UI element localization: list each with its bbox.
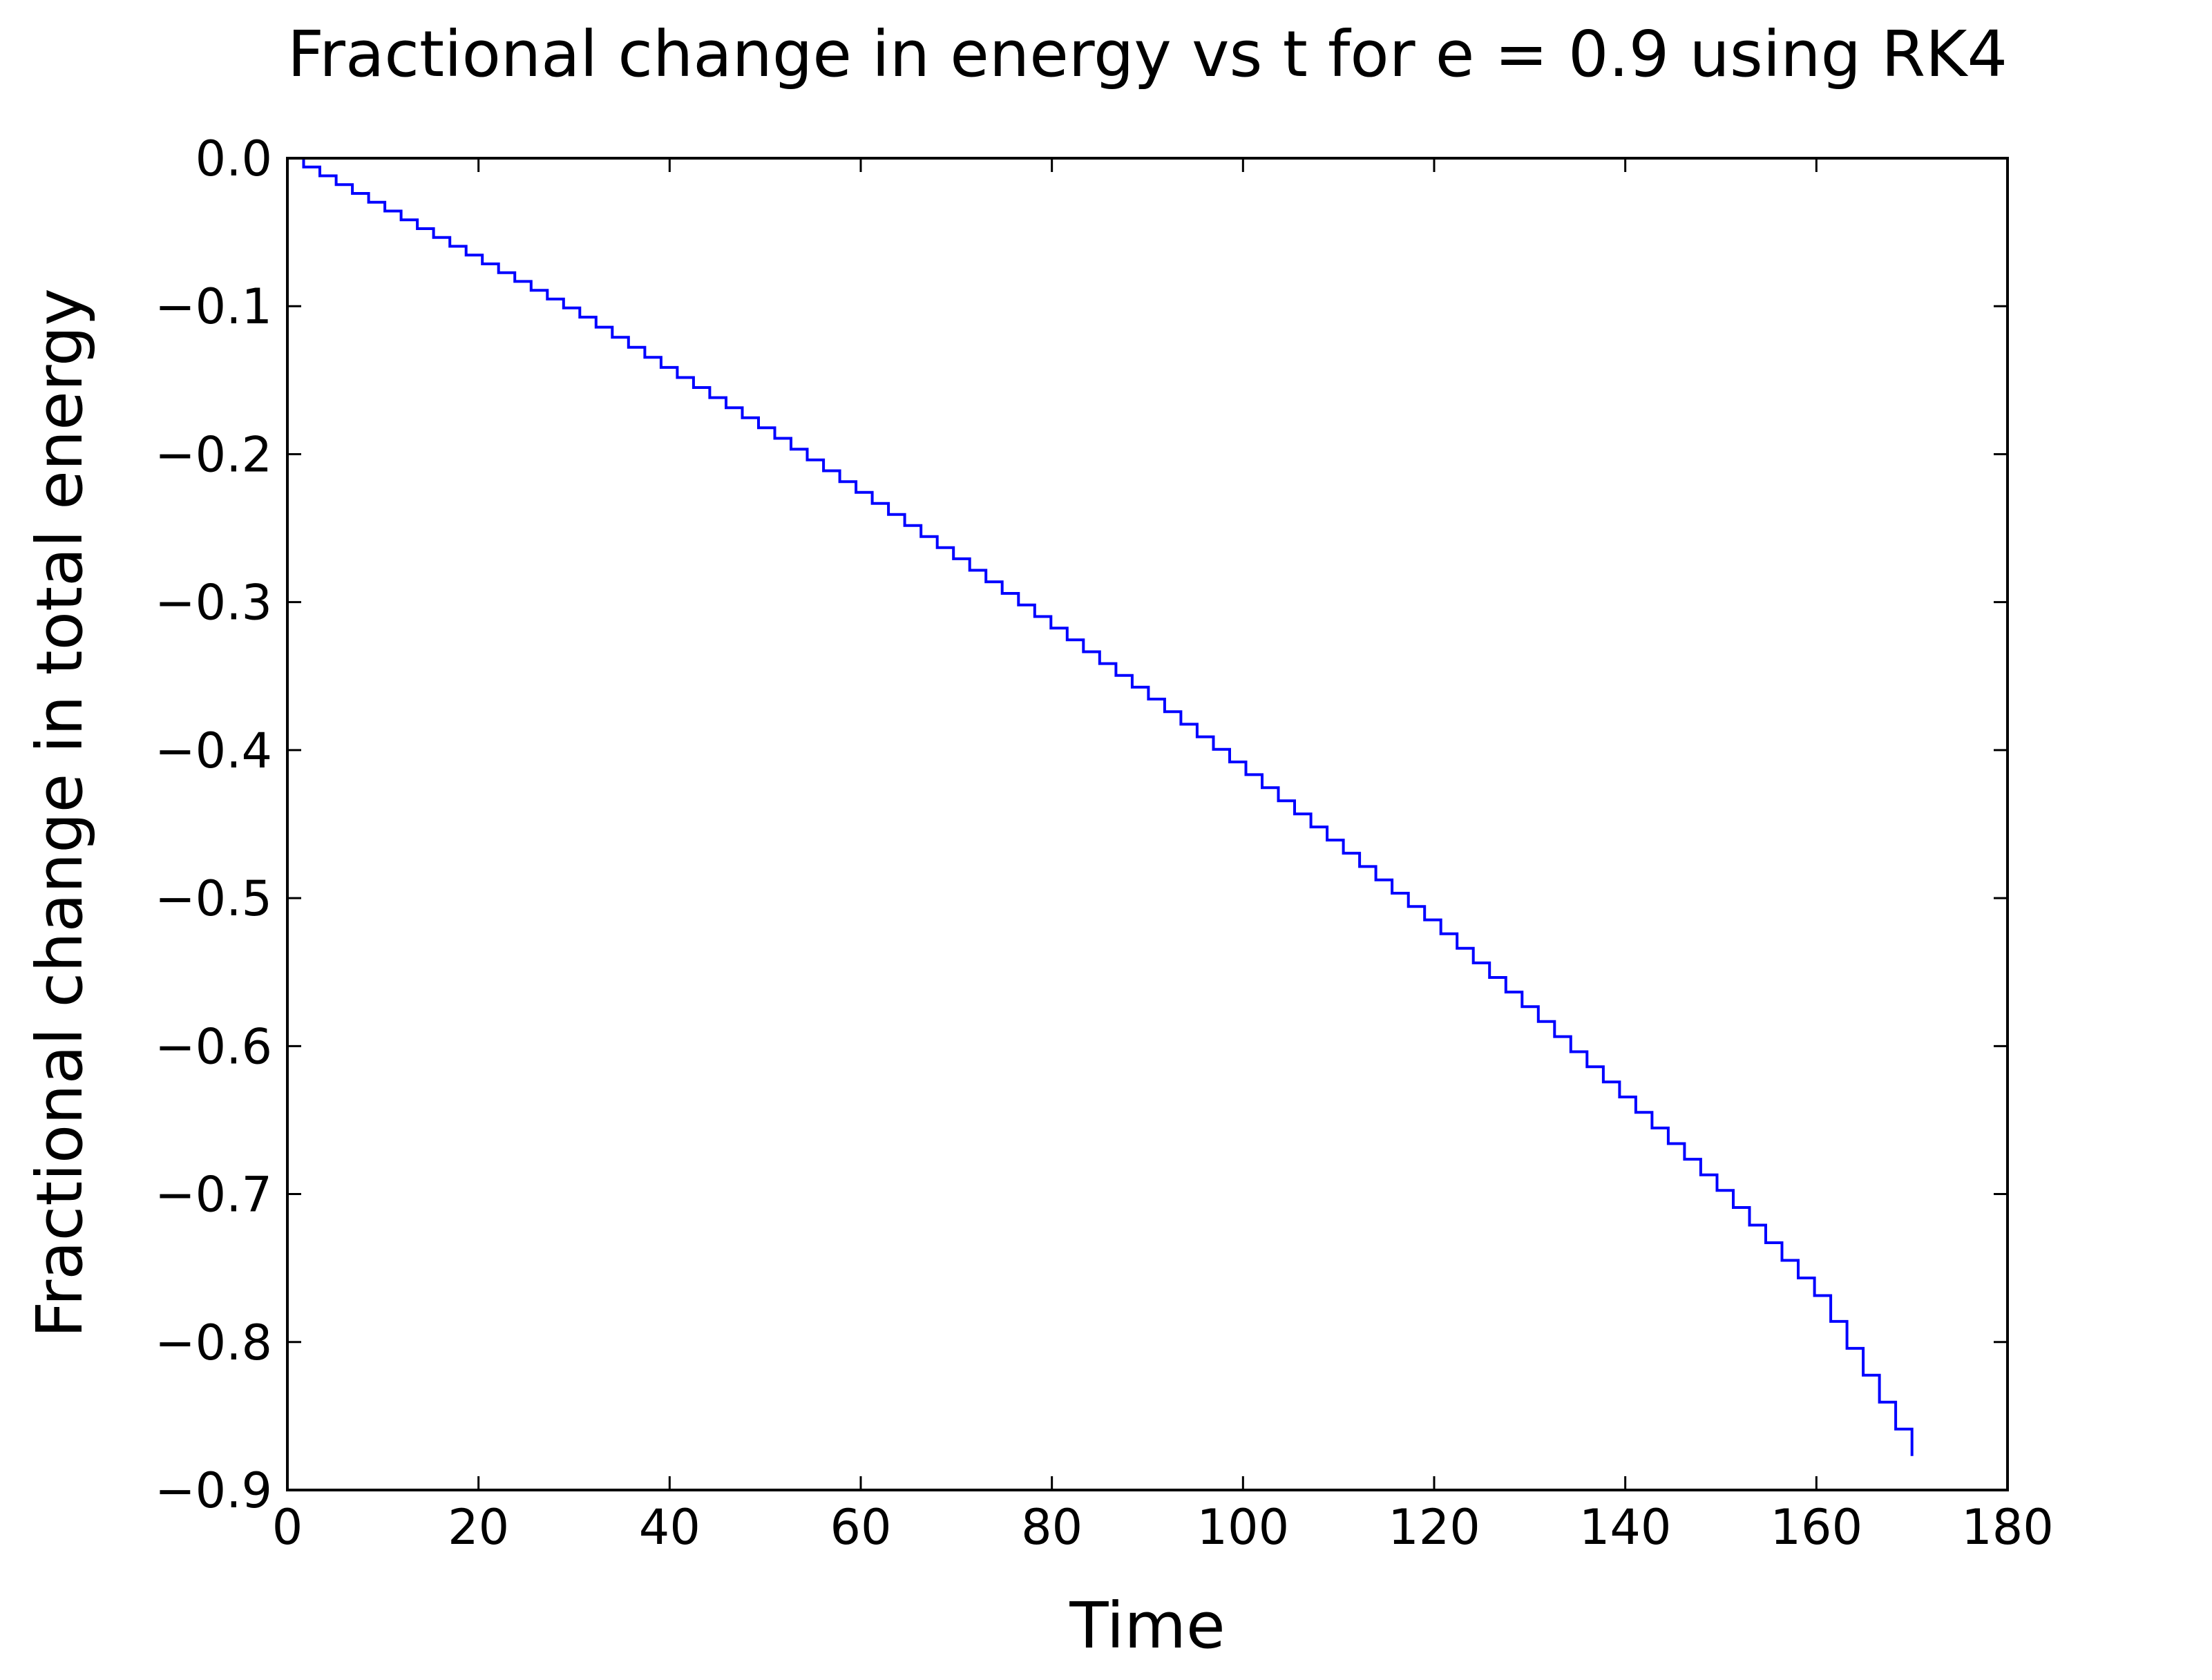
x-axis-label: Time: [1069, 1589, 1225, 1663]
x-tick-label: 80: [1021, 1499, 1083, 1556]
y-tick-label: −0.4: [155, 723, 272, 779]
y-tick-label: −0.1: [155, 278, 272, 335]
plot-frame: [286, 157, 2009, 1491]
x-tick-label: 120: [1388, 1499, 1480, 1556]
x-tick-label: 180: [1961, 1499, 2054, 1556]
series-line: [287, 157, 1914, 1456]
y-tick-label: −0.7: [155, 1167, 272, 1223]
x-tick-label: 160: [1771, 1499, 1863, 1556]
y-tick-label: 0.0: [196, 131, 272, 187]
y-tick-label: −0.6: [155, 1018, 272, 1075]
x-tick-labels: 0 20 40 60 80 100 120 140 160 180: [272, 1499, 2054, 1556]
x-tick-label: 100: [1197, 1499, 1290, 1556]
x-tick-label: 0: [272, 1499, 303, 1556]
x-tick-label: 60: [830, 1499, 891, 1556]
x-tick-label: 20: [448, 1499, 509, 1556]
plot-area: [286, 157, 2009, 1491]
x-tick-label: 140: [1579, 1499, 1672, 1556]
y-tick-label: −0.9: [155, 1462, 272, 1519]
y-tick-labels: 0.0 −0.1 −0.2 −0.3 −0.4 −0.5 −0.6 −0.7 −0.8 −0.9: [155, 131, 272, 1519]
y-tick-label: −0.5: [155, 870, 272, 927]
y-tick-label: −0.3: [155, 575, 272, 631]
y-tick-label: −0.8: [155, 1315, 272, 1371]
chart-title: Fractional change in energy vs t for e =…: [287, 17, 2008, 91]
x-tick-label: 40: [639, 1499, 700, 1556]
y-tick-label: −0.2: [155, 426, 272, 483]
y-axis-label: Fractional change in total energy: [23, 288, 97, 1338]
plot-background: [287, 158, 2008, 1490]
